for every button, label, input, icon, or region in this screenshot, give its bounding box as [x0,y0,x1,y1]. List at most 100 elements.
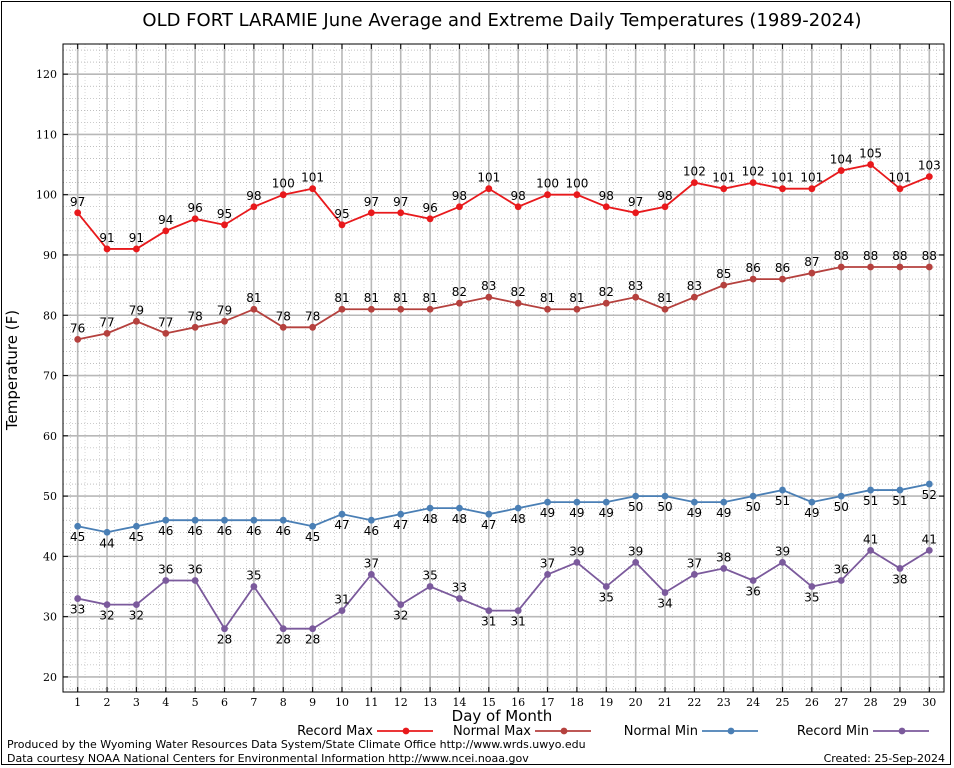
data-point [162,227,170,235]
data-point [896,565,904,572]
data-label: 49 [569,506,584,520]
data-label: 34 [657,597,672,611]
series-record-max: 97 91 91 94 96 95 98 100 101 95 97 97 96 98 101 98 100 10… [70,147,941,253]
data-point [896,263,904,271]
x-tick-label: 6 [221,696,228,709]
data-point [720,185,728,193]
x-tick-label: 17 [541,696,555,709]
data-point [632,559,640,566]
data-point [837,577,845,584]
legend-item-record-max: Record Max [297,724,433,739]
data-label: 45 [70,530,85,544]
x-tick-label: 30 [922,696,936,709]
footer-credit-1: Produced by the Wyoming Water Resources … [7,738,586,751]
data-point [867,486,874,494]
data-label: 77 [158,315,173,329]
data-label: 28 [305,633,320,647]
data-point [779,486,786,494]
data-point [397,601,405,608]
data-point [661,305,669,313]
data-label: 81 [393,291,408,305]
data-label: 51 [775,494,790,508]
data-point [133,317,140,325]
data-point [162,329,170,337]
data-point [250,305,258,313]
data-point [279,516,287,524]
data-point [749,577,757,584]
data-label: 98 [452,189,467,203]
data-label: 49 [687,506,702,520]
data-label: 101 [712,171,735,185]
data-point [632,293,640,301]
data-point [367,305,375,313]
data-label: 103 [918,159,941,173]
data-label: 32 [129,609,144,623]
y-tick-label: 120 [36,68,57,81]
data-point [103,601,111,608]
data-point [867,161,874,168]
data-point [720,498,728,506]
data-label: 33 [70,603,85,617]
data-point [191,516,199,524]
data-point [837,167,845,174]
data-label: 44 [99,536,114,550]
data-point [338,305,346,313]
data-point [103,329,111,337]
data-point [690,571,698,578]
x-tick-label: 2 [104,696,111,709]
series-normal-max: 76 77 79 77 78 79 81 78 78 81 81 81 81 82 83 82 81 81 82 83… [70,249,937,343]
data-label: 39 [628,544,643,558]
data-point [749,492,757,500]
data-label: 79 [129,303,144,317]
data-label: 88 [834,249,849,263]
data-label: 77 [99,315,114,329]
data-label: 87 [804,255,819,269]
x-tick-label: 5 [192,696,199,709]
data-point [544,571,551,578]
legend-marker [898,727,906,735]
x-tick-label: 23 [717,696,731,709]
legend-marker [402,727,410,735]
data-label: 50 [745,500,760,514]
data-point [925,546,933,554]
data-point [514,504,522,512]
data-label: 49 [804,506,819,520]
x-tick-label: 27 [834,696,848,709]
data-label: 41 [863,532,878,546]
data-point [720,565,728,572]
data-point [632,492,640,500]
data-point [133,245,140,253]
data-point [309,185,317,193]
data-label: 28 [217,633,232,647]
x-tick-label: 16 [511,696,525,709]
legend-item-normal-min: Normal Min [624,724,758,739]
data-point [162,516,170,524]
data-point [367,516,375,524]
x-tick-label: 13 [423,696,437,709]
data-point [191,323,199,331]
data-point [925,173,933,181]
data-label: 100 [272,177,295,191]
data-label: 36 [188,562,203,576]
data-point [661,589,669,596]
legend-label: Normal Max [453,724,531,739]
data-label: 81 [364,291,379,305]
series-line [77,266,930,341]
data-label: 31 [334,593,349,607]
data-label: 95 [334,207,349,221]
y-tick-label: 90 [43,249,57,262]
data-label: 46 [188,524,203,538]
data-label: 48 [452,512,467,526]
data-point [456,504,463,512]
data-label: 83 [687,279,702,293]
data-point [367,571,375,578]
data-label: 82 [452,285,467,299]
data-point [514,607,522,615]
data-point [925,263,933,271]
data-label: 97 [628,195,643,209]
data-label: 104 [830,153,853,167]
footer-created: Created: 25-Sep-2024 [824,752,945,765]
data-point [250,516,258,524]
data-label: 50 [628,500,643,514]
